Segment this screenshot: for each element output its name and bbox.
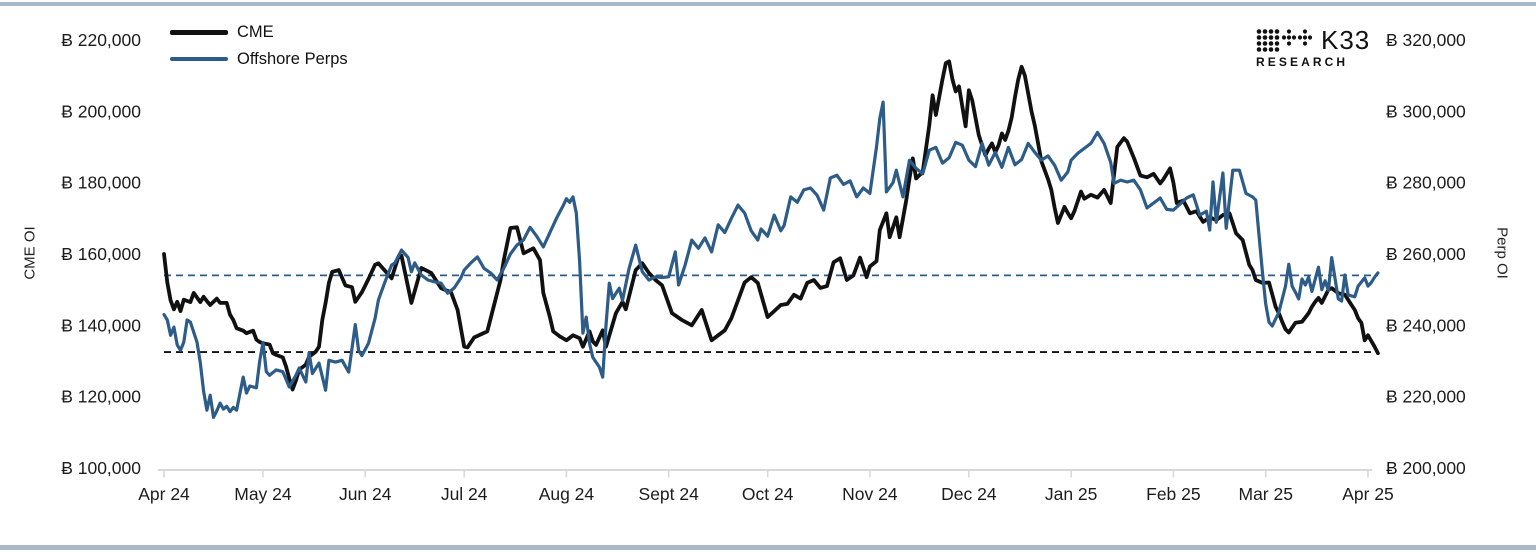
x-tick-label: May 24 [234, 484, 292, 504]
left-axis-tick-label: Ƀ 180,000 [61, 173, 141, 193]
x-tick-label: Aug 24 [539, 484, 595, 504]
series-line-offshore-perps [162, 100, 1380, 419]
legend-item-offshore-perps: Offshore Perps [170, 49, 348, 69]
x-tick-label: Jun 24 [339, 484, 392, 504]
bottom-divider [0, 545, 1536, 550]
x-tick-label: Sept 24 [639, 484, 700, 504]
x-tick-label: Jul 24 [441, 484, 488, 504]
k33-logo-subtext: RESEARCH [1256, 55, 1349, 69]
right-axis-tick-label: Ƀ 200,000 [1386, 458, 1466, 478]
left-axis-tick-label: Ƀ 160,000 [61, 244, 141, 264]
top-divider [0, 2, 1536, 6]
legend-label-cme: CME [237, 22, 274, 41]
legend: CME Offshore Perps [170, 22, 348, 69]
right-axis-tick-label: Ƀ 220,000 [1386, 387, 1466, 407]
right-axis-tick-label: Ƀ 320,000 [1386, 30, 1466, 50]
right-axis-tick-label: Ƀ 260,000 [1386, 244, 1466, 264]
x-tick-label: Apr 24 [138, 484, 190, 504]
cme-line-swatch-icon [170, 29, 228, 35]
x-tick-label: Mar 25 [1239, 484, 1293, 504]
x-tick-label: Feb 25 [1146, 484, 1200, 504]
x-tick-label: Apr 25 [1342, 484, 1394, 504]
right-axis-tick-label: Ƀ 240,000 [1386, 315, 1466, 335]
right-axis-tick-label: Ƀ 300,000 [1386, 101, 1466, 121]
x-tick-label: Dec 24 [941, 484, 997, 504]
left-axis-tick-label: Ƀ 120,000 [61, 387, 141, 407]
left-axis-title: CME OI [21, 226, 39, 280]
right-axis-title: Perp OI [1493, 227, 1511, 279]
x-tick-label: Nov 24 [842, 484, 898, 504]
x-tick-label: Oct 24 [742, 484, 794, 504]
k33-dot-matrix-icon [1256, 29, 1313, 52]
right-axis-tick-label: Ƀ 280,000 [1386, 173, 1466, 193]
left-axis-tick-label: Ƀ 200,000 [61, 101, 141, 121]
k33-logo-text: K33 [1321, 25, 1371, 55]
left-axis-tick-label: Ƀ 140,000 [61, 315, 141, 335]
left-axis-tick-label: Ƀ 220,000 [61, 30, 141, 50]
legend-item-cme: CME [170, 22, 348, 42]
k33-logo: K33 RESEARCH [1256, 27, 1376, 68]
x-tick-label: Jan 25 [1045, 484, 1098, 504]
legend-label-offshore-perps: Offshore Perps [237, 49, 348, 68]
left-axis-tick-label: Ƀ 100,000 [61, 458, 141, 478]
offshore-perps-line-swatch-icon [170, 57, 228, 61]
